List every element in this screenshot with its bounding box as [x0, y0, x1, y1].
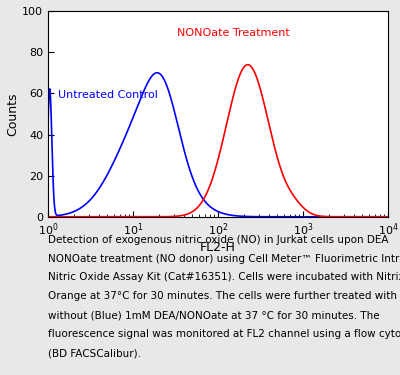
Text: Orange at 37°C for 30 minutes. The cells were further treated with (Red) or: Orange at 37°C for 30 minutes. The cells… [48, 291, 400, 302]
Text: fluorescence signal was monitored at FL2 channel using a flow cytometer: fluorescence signal was monitored at FL2… [48, 329, 400, 339]
Y-axis label: Counts: Counts [6, 92, 19, 136]
Text: without (Blue) 1mM DEA/NONOate at 37 °C for 30 minutes. The: without (Blue) 1mM DEA/NONOate at 37 °C … [48, 310, 380, 320]
Text: Untreated Control: Untreated Control [58, 90, 158, 100]
Text: Detection of exogenous nitric oxide (NO) in Jurkat cells upon DEA: Detection of exogenous nitric oxide (NO)… [48, 235, 388, 244]
Text: (BD FACSCalibur).: (BD FACSCalibur). [48, 348, 141, 358]
Text: NONOate treatment (NO donor) using Cell Meter™ Fluorimetric Intracellular: NONOate treatment (NO donor) using Cell … [48, 254, 400, 264]
X-axis label: FL2-H: FL2-H [200, 241, 236, 254]
Text: Nitric Oxide Assay Kit (Cat#16351). Cells were incubated with Nitrixyte™: Nitric Oxide Assay Kit (Cat#16351). Cell… [48, 272, 400, 282]
Text: NONOate Treatment: NONOate Treatment [177, 28, 290, 38]
